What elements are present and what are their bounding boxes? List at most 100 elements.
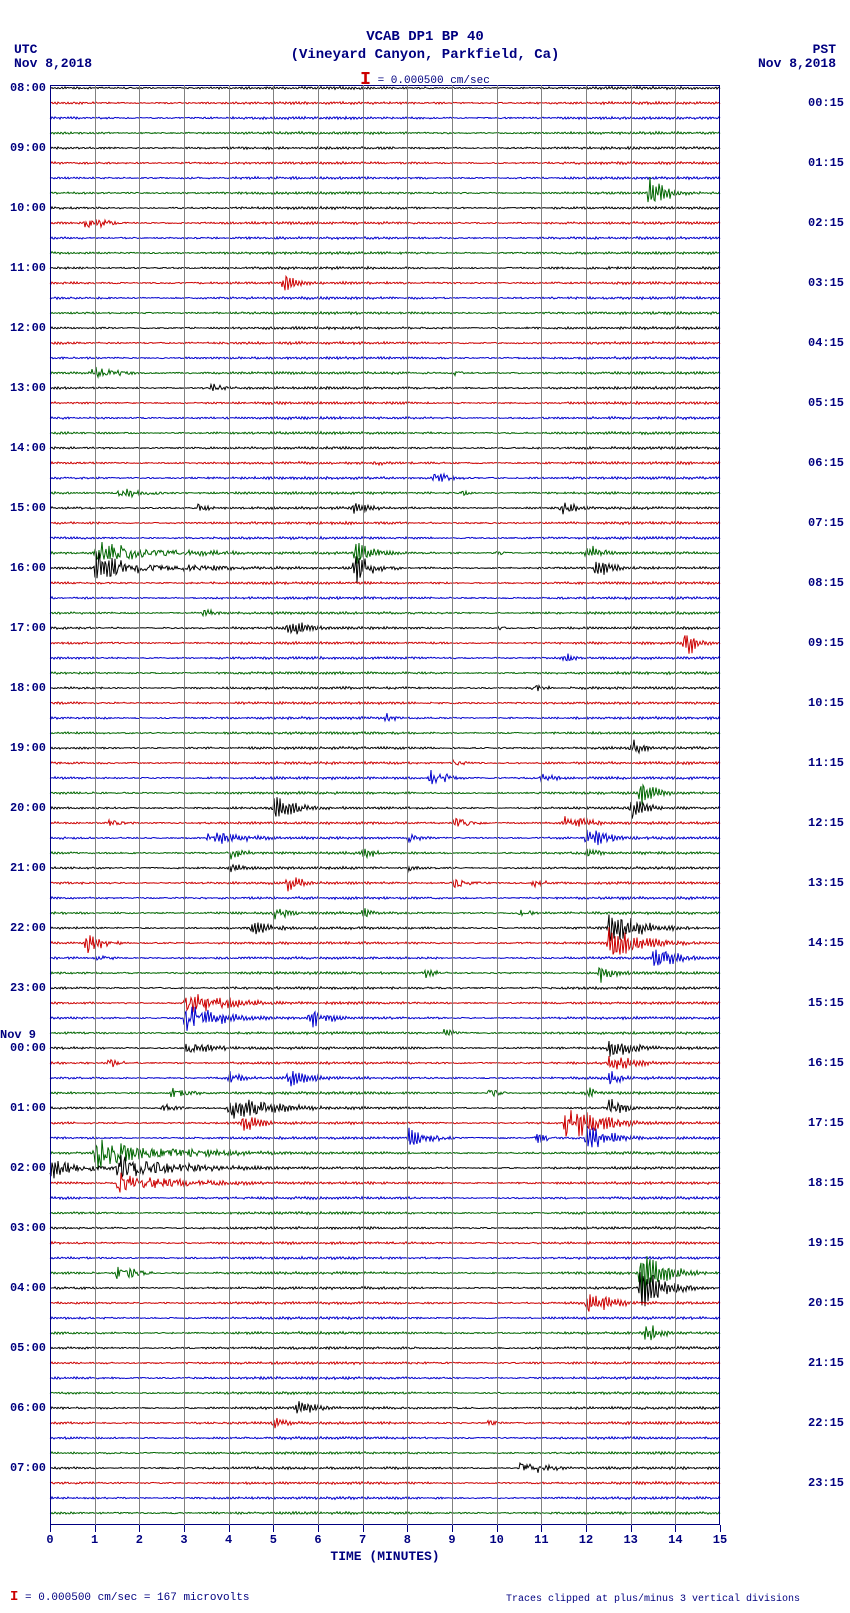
pst-hour-label: 00:15 [808, 96, 850, 110]
xtick-mark [452, 1525, 453, 1532]
pst-hour-label: 16:15 [808, 1056, 850, 1070]
xtick-label: 0 [40, 1533, 60, 1547]
xtick-label: 2 [129, 1533, 149, 1547]
utc-hour-label: 12:00 [0, 321, 46, 335]
vgrid-line [675, 85, 676, 1525]
footer-scale-bar-icon: I [10, 1589, 18, 1605]
utc-hour-label: 05:00 [0, 1341, 46, 1355]
pst-hour-label: 04:15 [808, 336, 850, 350]
xtick-label: 4 [219, 1533, 239, 1547]
xtick-mark [95, 1525, 96, 1532]
xtick-mark [541, 1525, 542, 1532]
xtick-mark [586, 1525, 587, 1532]
xtick-mark [720, 1525, 721, 1532]
pst-hour-label: 10:15 [808, 696, 850, 710]
tz-left-label: UTC [14, 42, 37, 57]
plot-frame [50, 85, 720, 1525]
utc-hour-label: 18:00 [0, 681, 46, 695]
station-title-line1: VCAB DP1 BP 40 [0, 28, 850, 46]
xtick-label: 7 [353, 1533, 373, 1547]
utc-hour-label: 01:00 [0, 1101, 46, 1115]
vgrid-line [407, 85, 408, 1525]
pst-hour-label: 09:15 [808, 636, 850, 650]
date-left-label: Nov 8,2018 [14, 56, 92, 71]
xtick-mark [184, 1525, 185, 1532]
date-right-label: Nov 8,2018 [758, 56, 836, 71]
daybreak-label: Nov 9 [0, 1028, 46, 1042]
vgrid-line [95, 85, 96, 1525]
header: VCAB DP1 BP 40 (Vineyard Canyon, Parkfie… [0, 0, 850, 64]
utc-hour-label: 10:00 [0, 201, 46, 215]
pst-hour-label: 01:15 [808, 156, 850, 170]
utc-hour-label: 07:00 [0, 1461, 46, 1475]
xtick-mark [50, 1525, 51, 1532]
vgrid-line [586, 85, 587, 1525]
station-title-line2: (Vineyard Canyon, Parkfield, Ca) [0, 46, 850, 64]
xtick-label: 5 [263, 1533, 283, 1547]
xtick-mark [497, 1525, 498, 1532]
footer-left: I = 0.000500 cm/sec = 167 microvolts [10, 1589, 249, 1605]
xtick-mark [273, 1525, 274, 1532]
pst-hour-label: 20:15 [808, 1296, 850, 1310]
pst-hour-label: 22:15 [808, 1416, 850, 1430]
xtick-label: 12 [576, 1533, 596, 1547]
utc-hour-label: 03:00 [0, 1221, 46, 1235]
pst-hour-label: 12:15 [808, 816, 850, 830]
pst-hour-label: 02:15 [808, 216, 850, 230]
pst-hour-label: 15:15 [808, 996, 850, 1010]
utc-hour-label: 14:00 [0, 441, 46, 455]
vgrid-line [497, 85, 498, 1525]
vgrid-line [229, 85, 230, 1525]
xtick-mark [631, 1525, 632, 1532]
footer-right: Traces clipped at plus/minus 3 vertical … [506, 1594, 800, 1605]
xtick-label: 13 [621, 1533, 641, 1547]
vgrid-line [363, 85, 364, 1525]
seismogram-plot: 0123456789101112131415TIME (MINUTES)08:0… [50, 85, 720, 1525]
utc-hour-label: 16:00 [0, 561, 46, 575]
utc-hour-label: 11:00 [0, 261, 46, 275]
xtick-mark [363, 1525, 364, 1532]
xtick-label: 3 [174, 1533, 194, 1547]
vgrid-line [273, 85, 274, 1525]
utc-hour-label: 20:00 [0, 801, 46, 815]
vgrid-line [541, 85, 542, 1525]
pst-hour-label: 07:15 [808, 516, 850, 530]
utc-hour-label: 13:00 [0, 381, 46, 395]
pst-hour-label: 17:15 [808, 1116, 850, 1130]
utc-hour-label: 09:00 [0, 141, 46, 155]
pst-hour-label: 14:15 [808, 936, 850, 950]
utc-hour-label: 23:00 [0, 981, 46, 995]
utc-hour-label: 22:00 [0, 921, 46, 935]
xtick-label: 8 [397, 1533, 417, 1547]
pst-hour-label: 08:15 [808, 576, 850, 590]
footer-left-text: = 0.000500 cm/sec = 167 microvolts [25, 1592, 249, 1604]
xtick-mark [675, 1525, 676, 1532]
pst-hour-label: 06:15 [808, 456, 850, 470]
utc-hour-label: 19:00 [0, 741, 46, 755]
vgrid-line [318, 85, 319, 1525]
pst-hour-label: 13:15 [808, 876, 850, 890]
vgrid-line [631, 85, 632, 1525]
pst-hour-label: 19:15 [808, 1236, 850, 1250]
xtick-mark [139, 1525, 140, 1532]
vgrid-line [452, 85, 453, 1525]
xtick-label: 10 [487, 1533, 507, 1547]
utc-hour-label: 08:00 [0, 81, 46, 95]
xtick-label: 9 [442, 1533, 462, 1547]
utc-hour-label: 02:00 [0, 1161, 46, 1175]
pst-hour-label: 23:15 [808, 1476, 850, 1490]
pst-hour-label: 18:15 [808, 1176, 850, 1190]
xtick-mark [318, 1525, 319, 1532]
utc-hour-label: 15:00 [0, 501, 46, 515]
xtick-label: 6 [308, 1533, 328, 1547]
tz-right-label: PST [813, 42, 836, 57]
utc-hour-label: 04:00 [0, 1281, 46, 1295]
xtick-label: 1 [85, 1533, 105, 1547]
vgrid-line [139, 85, 140, 1525]
xtick-label: 14 [665, 1533, 685, 1547]
seismogram-container: UTC PST Nov 8,2018 Nov 8,2018 VCAB DP1 B… [0, 0, 850, 1613]
pst-hour-label: 11:15 [808, 756, 850, 770]
xtick-mark [407, 1525, 408, 1532]
xaxis-title: TIME (MINUTES) [50, 1549, 720, 1564]
utc-hour-label: 06:00 [0, 1401, 46, 1415]
